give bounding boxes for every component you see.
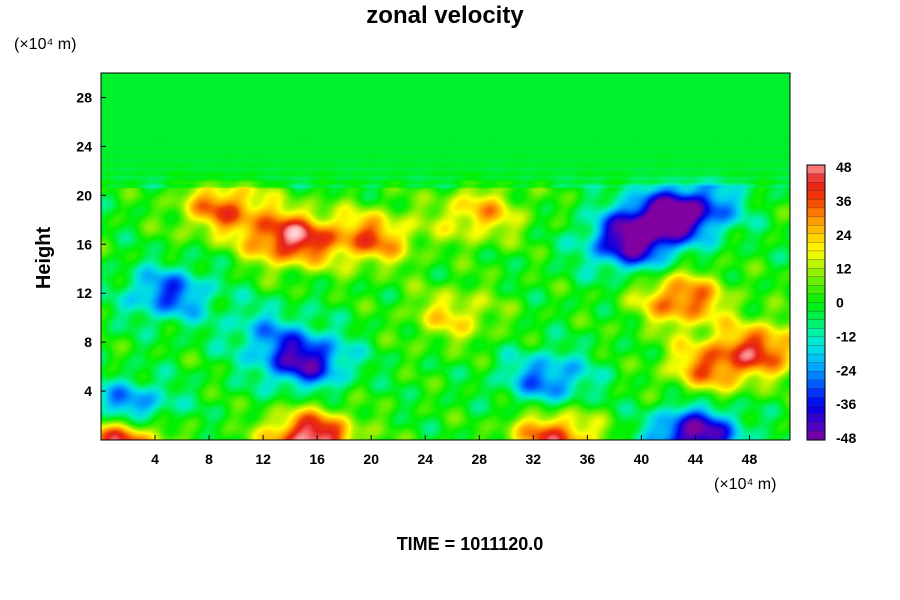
y-tick-label: 4 (84, 383, 92, 399)
colorbar-swatch (806, 225, 826, 235)
colorbar-tick-label: 48 (836, 159, 852, 175)
colorbar-swatch (806, 207, 826, 218)
colorbar-tick-label: -36 (836, 396, 856, 412)
colorbar-swatch (806, 371, 826, 381)
colorbar-swatch (806, 353, 826, 364)
x-tick-label: 28 (471, 451, 487, 467)
x-tick-label: 8 (205, 451, 213, 467)
colorbar-swatch (806, 328, 826, 338)
colorbar-tick-label: 0 (836, 295, 844, 311)
colorbar-swatch (806, 302, 826, 312)
x-tick-label: 12 (255, 451, 271, 467)
heatmap-field (101, 73, 790, 440)
colorbar-swatch (806, 190, 826, 200)
x-tick-label: 40 (634, 451, 650, 467)
plot-frame (100, 72, 791, 441)
y-axis-ticks: 4 8 12 16 20 24 28 (76, 89, 106, 399)
y-tick-label: 8 (84, 334, 92, 350)
x-tick-label: 32 (526, 451, 542, 467)
colorbar-swatch (806, 293, 826, 304)
x-tick-label: 24 (417, 451, 433, 467)
colorbar-swatch (806, 250, 826, 261)
chart-title: zonal velocity (366, 2, 524, 29)
colorbar-tick-label: -48 (836, 430, 856, 446)
x-tick-label: 16 (309, 451, 325, 467)
colorbar-swatch (806, 431, 826, 441)
colorbar-swatch (806, 259, 826, 269)
y-tick-label: 24 (76, 138, 92, 154)
x-tick-label: 20 (363, 451, 379, 467)
colorbar-swatch (806, 285, 826, 295)
colorbar-tick-label: 24 (836, 227, 852, 243)
colorbar-tick-label: 12 (836, 261, 852, 277)
colorbar-swatch (806, 242, 826, 252)
colorbar-swatch (806, 319, 826, 329)
colorbar-swatch (806, 336, 826, 347)
y-axis-label: Height (33, 227, 55, 290)
x-axis-ticks: 4 8 12 16 20 24 28 32 36 40 44 48 (151, 435, 757, 467)
colorbar-swatch (806, 379, 826, 389)
x-tick-label: 48 (742, 451, 758, 467)
colorbar-swatch (806, 276, 826, 286)
x-tick-label: 4 (151, 451, 159, 467)
x-unit-label: (×10⁴ m) (714, 476, 776, 493)
colorbar-swatch (806, 414, 826, 424)
colorbar-swatch (806, 233, 826, 243)
y-tick-label: 16 (76, 236, 92, 252)
colorbar-swatch (806, 182, 826, 192)
colorbar-swatch (806, 216, 826, 226)
colorbar-swatch (806, 396, 826, 407)
y-tick-label: 28 (76, 89, 92, 105)
colorbar-swatch (806, 173, 826, 183)
y-tick-label: 12 (76, 285, 92, 301)
colorbar-tick-label: 36 (836, 193, 852, 209)
colorbar-tick-label: -24 (836, 362, 856, 378)
colorbar-swatch (806, 388, 826, 398)
colorbar-swatch (806, 422, 826, 432)
colorbar-swatch (806, 164, 826, 175)
time-label: TIME = 1011120.0 (397, 534, 544, 554)
colorbar-swatch (806, 345, 826, 355)
x-tick-label: 36 (580, 451, 596, 467)
colorbar-tick-label: -12 (836, 328, 856, 344)
x-tick-label: 44 (688, 451, 704, 467)
y-unit-label: (×10⁴ m) (14, 36, 76, 53)
colorbar-swatch (806, 199, 826, 209)
colorbar-swatch (806, 362, 826, 372)
colorbar-swatch (806, 310, 826, 321)
colorbar-swatch (806, 267, 826, 278)
colorbar-frame (806, 164, 826, 441)
colorbar-swatch (806, 405, 826, 415)
colorbar (806, 164, 826, 441)
plot-area (100, 72, 791, 441)
y-tick-label: 20 (76, 187, 92, 203)
colorbar-ticks: 48 36 24 12 0 -12 -24 -36 -48 (836, 159, 856, 446)
